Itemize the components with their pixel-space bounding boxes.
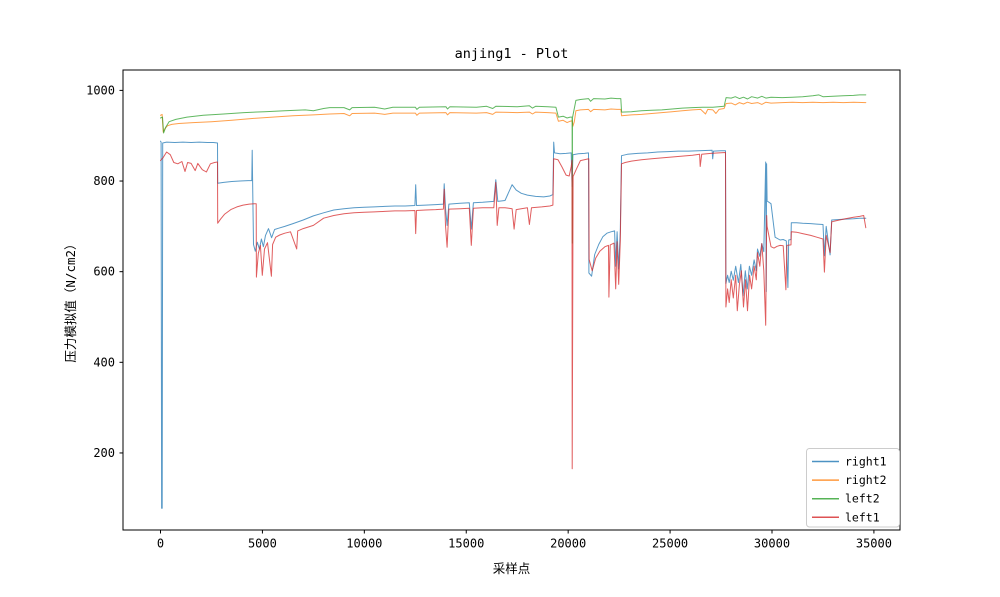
y-tick-label: 400 (93, 355, 115, 369)
legend-box (806, 448, 900, 528)
legend: right1 right2 left2 left1 (806, 448, 900, 528)
x-axis-label: 采样点 (493, 561, 531, 576)
legend-label-left2: left2 (845, 492, 880, 506)
legend-label-right2: right2 (845, 473, 887, 487)
series-line-left1 (160, 151, 867, 470)
series-lines (160, 94, 867, 509)
series-line-right2 (160, 101, 867, 133)
y-tick-label: 600 (93, 265, 115, 279)
y-axis-label: 压力模拟值（N/cm2） (63, 237, 78, 362)
x-tick-label: 35000 (856, 537, 892, 551)
y-tick-label: 800 (93, 174, 115, 188)
y-axis-ticks: 200 400 600 800 1000 (86, 83, 123, 460)
y-tick-label: 1000 (86, 83, 115, 97)
y-tick-label: 200 (93, 446, 115, 460)
x-tick-label: 20000 (550, 537, 586, 551)
axes-frame (122, 69, 901, 531)
legend-label-left1: left1 (845, 510, 880, 524)
x-tick-label: 15000 (448, 537, 484, 551)
x-tick-label: 30000 (754, 537, 790, 551)
chart-title: anjing1 - Plot (455, 46, 569, 62)
series-line-right1 (160, 140, 867, 509)
x-tick-label: 25000 (652, 537, 688, 551)
x-axis-ticks: 0 5000 10000 15000 20000 25000 30000 35000 (157, 530, 892, 551)
legend-label-right1: right1 (845, 455, 887, 469)
x-tick-label: 0 (157, 537, 164, 551)
x-tick-label: 10000 (346, 537, 382, 551)
x-tick-label: 5000 (248, 537, 277, 551)
